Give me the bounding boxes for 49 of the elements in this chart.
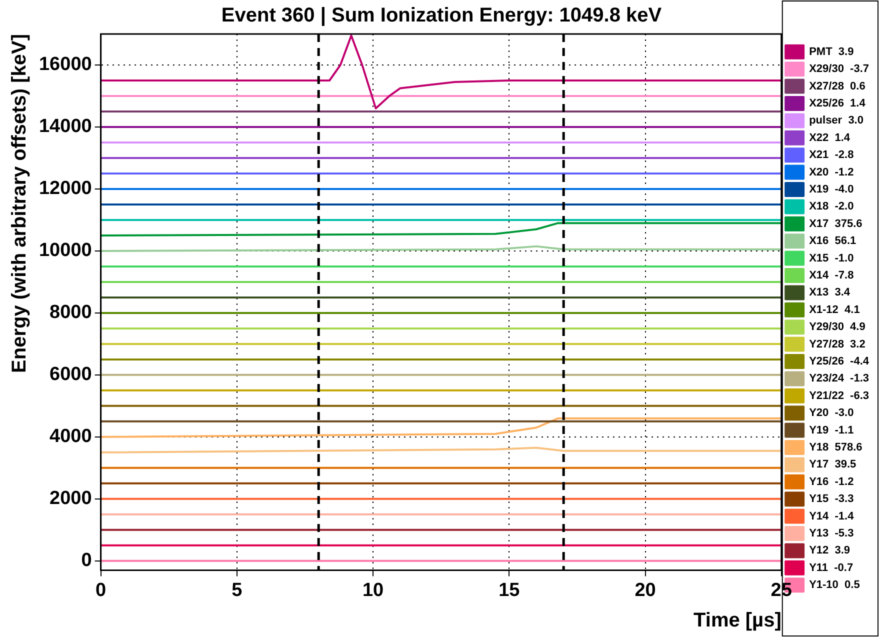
legend-label: Y27/28 3.2 (809, 338, 866, 350)
legend-label: Y14 -1.4 (809, 510, 855, 522)
legend-label: Y17 39.5 (809, 458, 856, 471)
legend-label: Y23/24 -1.3 (809, 372, 870, 385)
y-tick-label: 8000 (50, 302, 92, 324)
x-tick-label: 5 (232, 580, 243, 601)
legend-label: Y16 -1.2 (809, 476, 854, 488)
legend-label: X14 -7.8 (809, 270, 854, 282)
y-tick-label: 4000 (50, 426, 92, 448)
legend-label: X29/30 -3.7 (809, 63, 870, 76)
x-tick-label: 15 (498, 580, 520, 601)
y-tick-label: 14000 (38, 116, 92, 138)
legend-label: Y13 -5.3 (809, 528, 854, 540)
legend-label: PMT 3.9 (809, 46, 854, 58)
legend-label: X16 56.1 (809, 235, 856, 248)
legend-label: X15 -1.0 (809, 252, 854, 264)
legend-label: X1-12 4.1 (809, 304, 860, 316)
legend-label: Y15 -3.3 (809, 493, 854, 506)
legend-label: X21 -2.8 (809, 149, 854, 162)
legend-label: X13 3.4 (809, 286, 851, 299)
legend-label: X17 375.6 (809, 218, 862, 230)
y-tick-label: 6000 (50, 364, 92, 386)
legend-label: Y29/30 4.9 (809, 321, 866, 334)
x-tick-label: 10 (362, 580, 384, 601)
y-tick-label: 2000 (50, 488, 92, 510)
legend-label: Y20 -3.0 (809, 407, 854, 420)
legend-label: Y19 -1.1 (809, 424, 854, 436)
chart-title: Event 360 | Sum Ionization Energy: 1049.8 keV (221, 4, 662, 27)
y-tick-label: 12000 (38, 178, 92, 200)
y-axis-title: Energy (with arbitrary offsets) [keV] (8, 34, 31, 373)
legend-label: Y11 -0.7 (809, 562, 854, 574)
x-axis-title: Time [µs] (694, 610, 782, 632)
legend-label: X27/28 0.6 (809, 80, 866, 92)
legend-label: Y25/26 -4.4 (809, 356, 870, 368)
legend-label: X22 1.4 (809, 132, 851, 144)
y-tick-label: 16000 (38, 54, 92, 76)
legend-label: Y18 578.6 (809, 442, 862, 454)
legend-label: Y1-10 0.5 (809, 579, 860, 592)
legend-label: pulser 3.0 (809, 114, 864, 127)
x-tick-label: 20 (634, 580, 656, 601)
legend-label: X20 -1.2 (809, 166, 854, 178)
x-tick-label: 0 (96, 580, 106, 601)
legend-label: X25/26 1.4 (809, 98, 866, 110)
legend-label: Y12 3.9 (809, 544, 850, 557)
legend-label: X19 -4.0 (809, 184, 854, 196)
y-tick-label: 10000 (38, 240, 92, 262)
legend-label: Y21/22 -6.3 (809, 390, 870, 402)
y-tick-label: 0 (81, 550, 92, 572)
legend-label: X18 -2.0 (809, 200, 854, 213)
